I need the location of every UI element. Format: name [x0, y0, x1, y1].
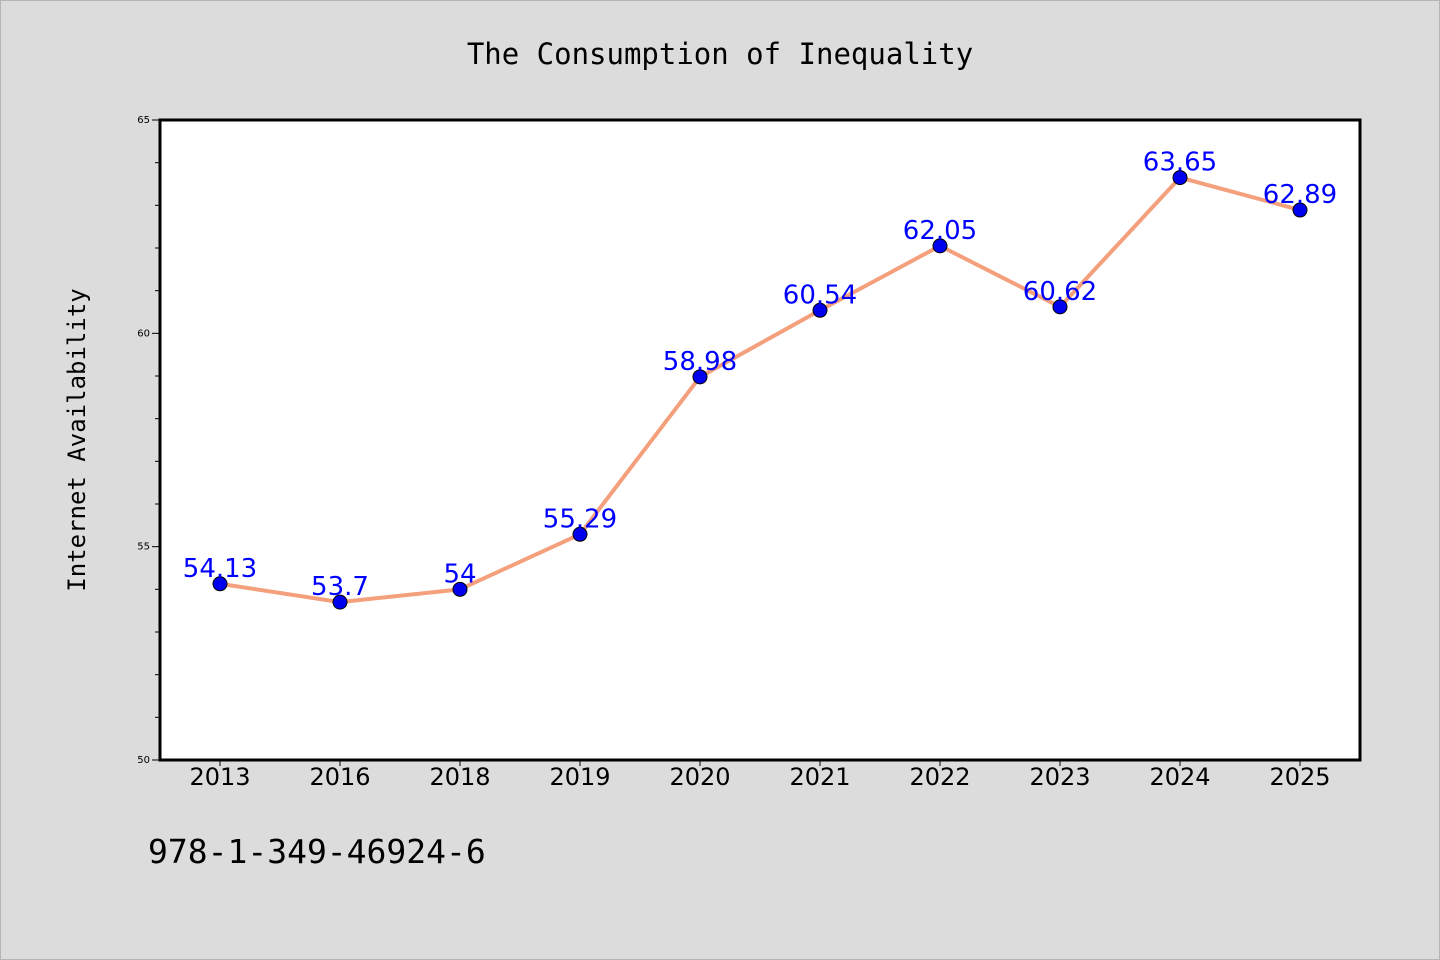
y-tick-label: 50 — [137, 755, 150, 766]
x-tick-label: 2018 — [429, 763, 490, 791]
x-axis: 2013 2016 2018 2019 2020 2021 2022 2023 2024 2025 — [189, 760, 1331, 791]
data-point — [1052, 299, 1068, 315]
x-tick-label: 2013 — [189, 763, 250, 791]
data-point — [572, 526, 588, 542]
footer-isbn: 978-1-349-46924-6 — [148, 832, 486, 871]
x-tick-label: 2021 — [789, 763, 850, 791]
data-label: 54 — [443, 559, 476, 589]
plot-area — [158, 118, 1362, 762]
x-tick-label: 2016 — [309, 763, 370, 791]
data-label: 54.13 — [183, 554, 257, 584]
y-tick-label: 55 — [137, 542, 150, 553]
data-point — [1172, 170, 1188, 186]
data-point — [1292, 202, 1308, 218]
data-labels: 54.13 53.7 54 55.29 58.98 60.54 62.05 60.62 63.6… — [183, 148, 1337, 603]
y-axis-label: Internet Availability — [63, 288, 91, 591]
data-point — [692, 369, 708, 385]
y-tick-label: 60 — [137, 328, 150, 339]
y-axis: 50 55 60 65 — [137, 115, 160, 766]
data-point — [212, 576, 228, 592]
data-label: 63.65 — [1143, 148, 1217, 178]
x-tick-label: 2022 — [909, 763, 970, 791]
series-group — [212, 170, 1308, 610]
data-label: 62.89 — [1263, 180, 1337, 210]
data-label: 62.05 — [903, 216, 977, 246]
data-label: 60.62 — [1023, 277, 1097, 307]
data-label: 58.98 — [663, 347, 737, 377]
x-tick-label: 2023 — [1029, 763, 1090, 791]
x-tick-label: 2019 — [549, 763, 610, 791]
x-tick-label: 2020 — [669, 763, 730, 791]
y-tick-label: 65 — [137, 115, 150, 126]
data-label: 60.54 — [783, 280, 857, 310]
data-label: 53.7 — [311, 572, 369, 602]
data-point — [932, 238, 948, 254]
x-tick-label: 2025 — [1269, 763, 1330, 791]
data-point — [812, 302, 828, 318]
data-label: 55.29 — [543, 504, 617, 534]
chart-title: The Consumption of Inequality — [467, 37, 973, 71]
data-point — [452, 581, 468, 597]
data-point — [332, 594, 348, 610]
x-tick-label: 2024 — [1149, 763, 1210, 791]
series-line — [218, 175, 1302, 605]
